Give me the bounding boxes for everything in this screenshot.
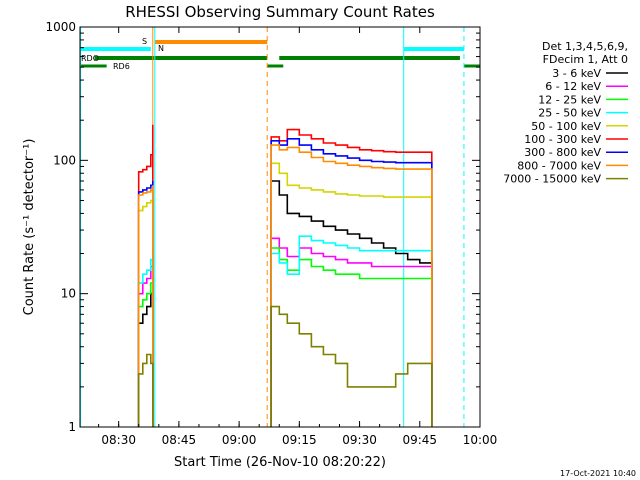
- y-tick-label-3: 1000: [45, 20, 76, 34]
- series-4-segment-1: [270, 162, 433, 427]
- legend-entry-label-0: 3 - 6 keV: [552, 67, 601, 80]
- x-tick-label-3: 09:15: [282, 433, 317, 447]
- y-axis-label: Count Rate (s⁻¹ detector⁻¹): [22, 139, 37, 316]
- series-6-segment-0: [137, 181, 154, 427]
- legend-entry-label-6: 300 - 800 keV: [524, 146, 601, 159]
- flag-label-rdo: RDO: [81, 54, 99, 63]
- legend-entry-label-7: 800 - 7000 keV: [517, 159, 601, 172]
- generated-timestamp: 17-Oct-2021 10:40: [560, 469, 636, 478]
- series-0-segment-1: [270, 180, 433, 427]
- flag-bar-rdo-1: [279, 56, 460, 60]
- flag-label-rd6: RD6: [113, 62, 130, 71]
- series-5-segment-1: [270, 128, 433, 427]
- axis-ticks: 08:30 08:45 09:00 09:15 09:30 09:45 10:00 1 10 10…: [45, 20, 497, 447]
- legend: Det 1,3,4,5,6,9,FDecim 1, Att 03 - 6 keV…: [503, 40, 628, 186]
- x-axis-label: Start Time (26-Nov-10 08:20:22): [174, 455, 386, 470]
- series-lines: [137, 124, 433, 427]
- series-8-segment-1: [270, 305, 433, 427]
- flag-bar-n-1: [403, 47, 464, 51]
- legend-entry-label-5: 100 - 300 keV: [524, 133, 601, 146]
- x-tick-label-0: 08:30: [101, 433, 136, 447]
- flag-bar-rd6-0: [80, 64, 107, 68]
- x-tick-label-6: 10:00: [463, 433, 498, 447]
- series-3-segment-1: [270, 235, 433, 427]
- legend-header-decimation: FDecim 1, Att 0: [543, 53, 628, 66]
- series-5-segment-0: [137, 124, 154, 427]
- y-tick-label-2: 100: [53, 153, 76, 167]
- x-tick-label-5: 09:45: [402, 433, 437, 447]
- flag-label-s: S: [142, 37, 147, 46]
- x-tick-label-4: 09:30: [342, 433, 377, 447]
- flag-bar-rd6-2: [463, 64, 480, 68]
- x-tick-label-2: 09:00: [222, 433, 257, 447]
- flag-bar-rd6-1: [267, 64, 284, 68]
- series-7-segment-0: [137, 185, 154, 427]
- series-6-segment-1: [270, 138, 433, 427]
- chart-title: RHESSI Observing Summary Count Rates: [125, 3, 435, 21]
- series-7-segment-1: [270, 144, 433, 427]
- x-tick-label-1: 08:45: [162, 433, 197, 447]
- flag-label-n: N: [158, 44, 164, 53]
- y-tick-label-1: 10: [61, 287, 76, 301]
- flag-bar-rdo-0: [94, 56, 268, 60]
- flag-bar-n-0: [80, 47, 151, 51]
- series-2-segment-1: [270, 247, 433, 427]
- legend-header-detectors: Det 1,3,4,5,6,9,: [542, 40, 628, 53]
- legend-entry-label-4: 50 - 100 keV: [531, 120, 601, 133]
- legend-entry-label-2: 12 - 25 keV: [538, 93, 601, 106]
- series-1-segment-1: [270, 237, 433, 427]
- flag-bars: S N RDO RD6: [80, 37, 480, 71]
- flag-bar-s-0: [154, 40, 268, 44]
- series-8-segment-0: [137, 353, 154, 427]
- legend-entry-label-3: 25 - 50 keV: [538, 107, 601, 120]
- legend-entry-label-8: 7000 - 15000 keV: [503, 173, 601, 186]
- plot-frame: [79, 26, 481, 428]
- legend-entry-label-1: 6 - 12 keV: [545, 80, 601, 93]
- y-tick-label-0: 1: [68, 420, 76, 434]
